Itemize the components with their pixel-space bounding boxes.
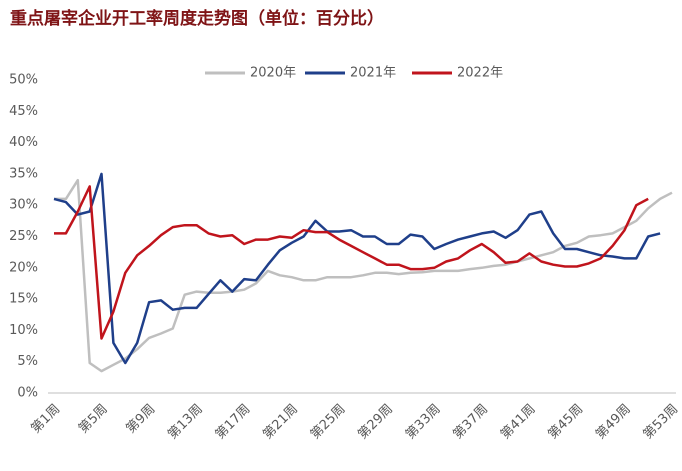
x-tick-label: 第25周: [308, 402, 349, 443]
x-tick-label: 第33周: [403, 402, 444, 443]
y-tick-label: 30%: [9, 198, 38, 213]
x-tick-label: 第41周: [498, 402, 539, 443]
line-series: [53, 172, 661, 365]
y-tick-label: 15%: [9, 292, 38, 307]
x-tick-label: 第1周: [28, 402, 63, 437]
y-tick-label: 5%: [17, 354, 38, 369]
x-tick-label: 第29周: [355, 402, 396, 443]
y-tick-label: 45%: [9, 104, 38, 119]
x-tick-label: 第13周: [165, 402, 206, 443]
x-tick-label: 第21周: [260, 402, 301, 443]
line-series: [54, 185, 649, 340]
x-tick-label: 第53周: [641, 402, 682, 443]
legend-label: 2022年: [457, 66, 503, 81]
y-tick-label: 20%: [9, 260, 38, 275]
y-tick-label: 25%: [9, 229, 38, 244]
x-tick-label: 第9周: [124, 402, 159, 437]
x-tick-label: 第45周: [546, 402, 587, 443]
chart-title: 重点屠宰企业开工率周度走势图（单位：百分比）: [10, 8, 384, 29]
y-tick-label: 50%: [9, 73, 38, 88]
legend-label: 2021年: [350, 66, 396, 81]
y-tick-label: 35%: [9, 166, 38, 181]
line-series: [54, 178, 673, 373]
y-tick-label: 10%: [9, 323, 38, 338]
x-tick-label: 第37周: [450, 402, 491, 443]
y-tick-label: 40%: [9, 135, 38, 150]
x-tick-label: 第17周: [213, 402, 254, 443]
x-tick-label: 第49周: [593, 402, 634, 443]
x-tick-label: 第5周: [76, 402, 111, 437]
y-tick-label: 0%: [17, 386, 38, 401]
legend-label: 2020年: [250, 66, 296, 81]
